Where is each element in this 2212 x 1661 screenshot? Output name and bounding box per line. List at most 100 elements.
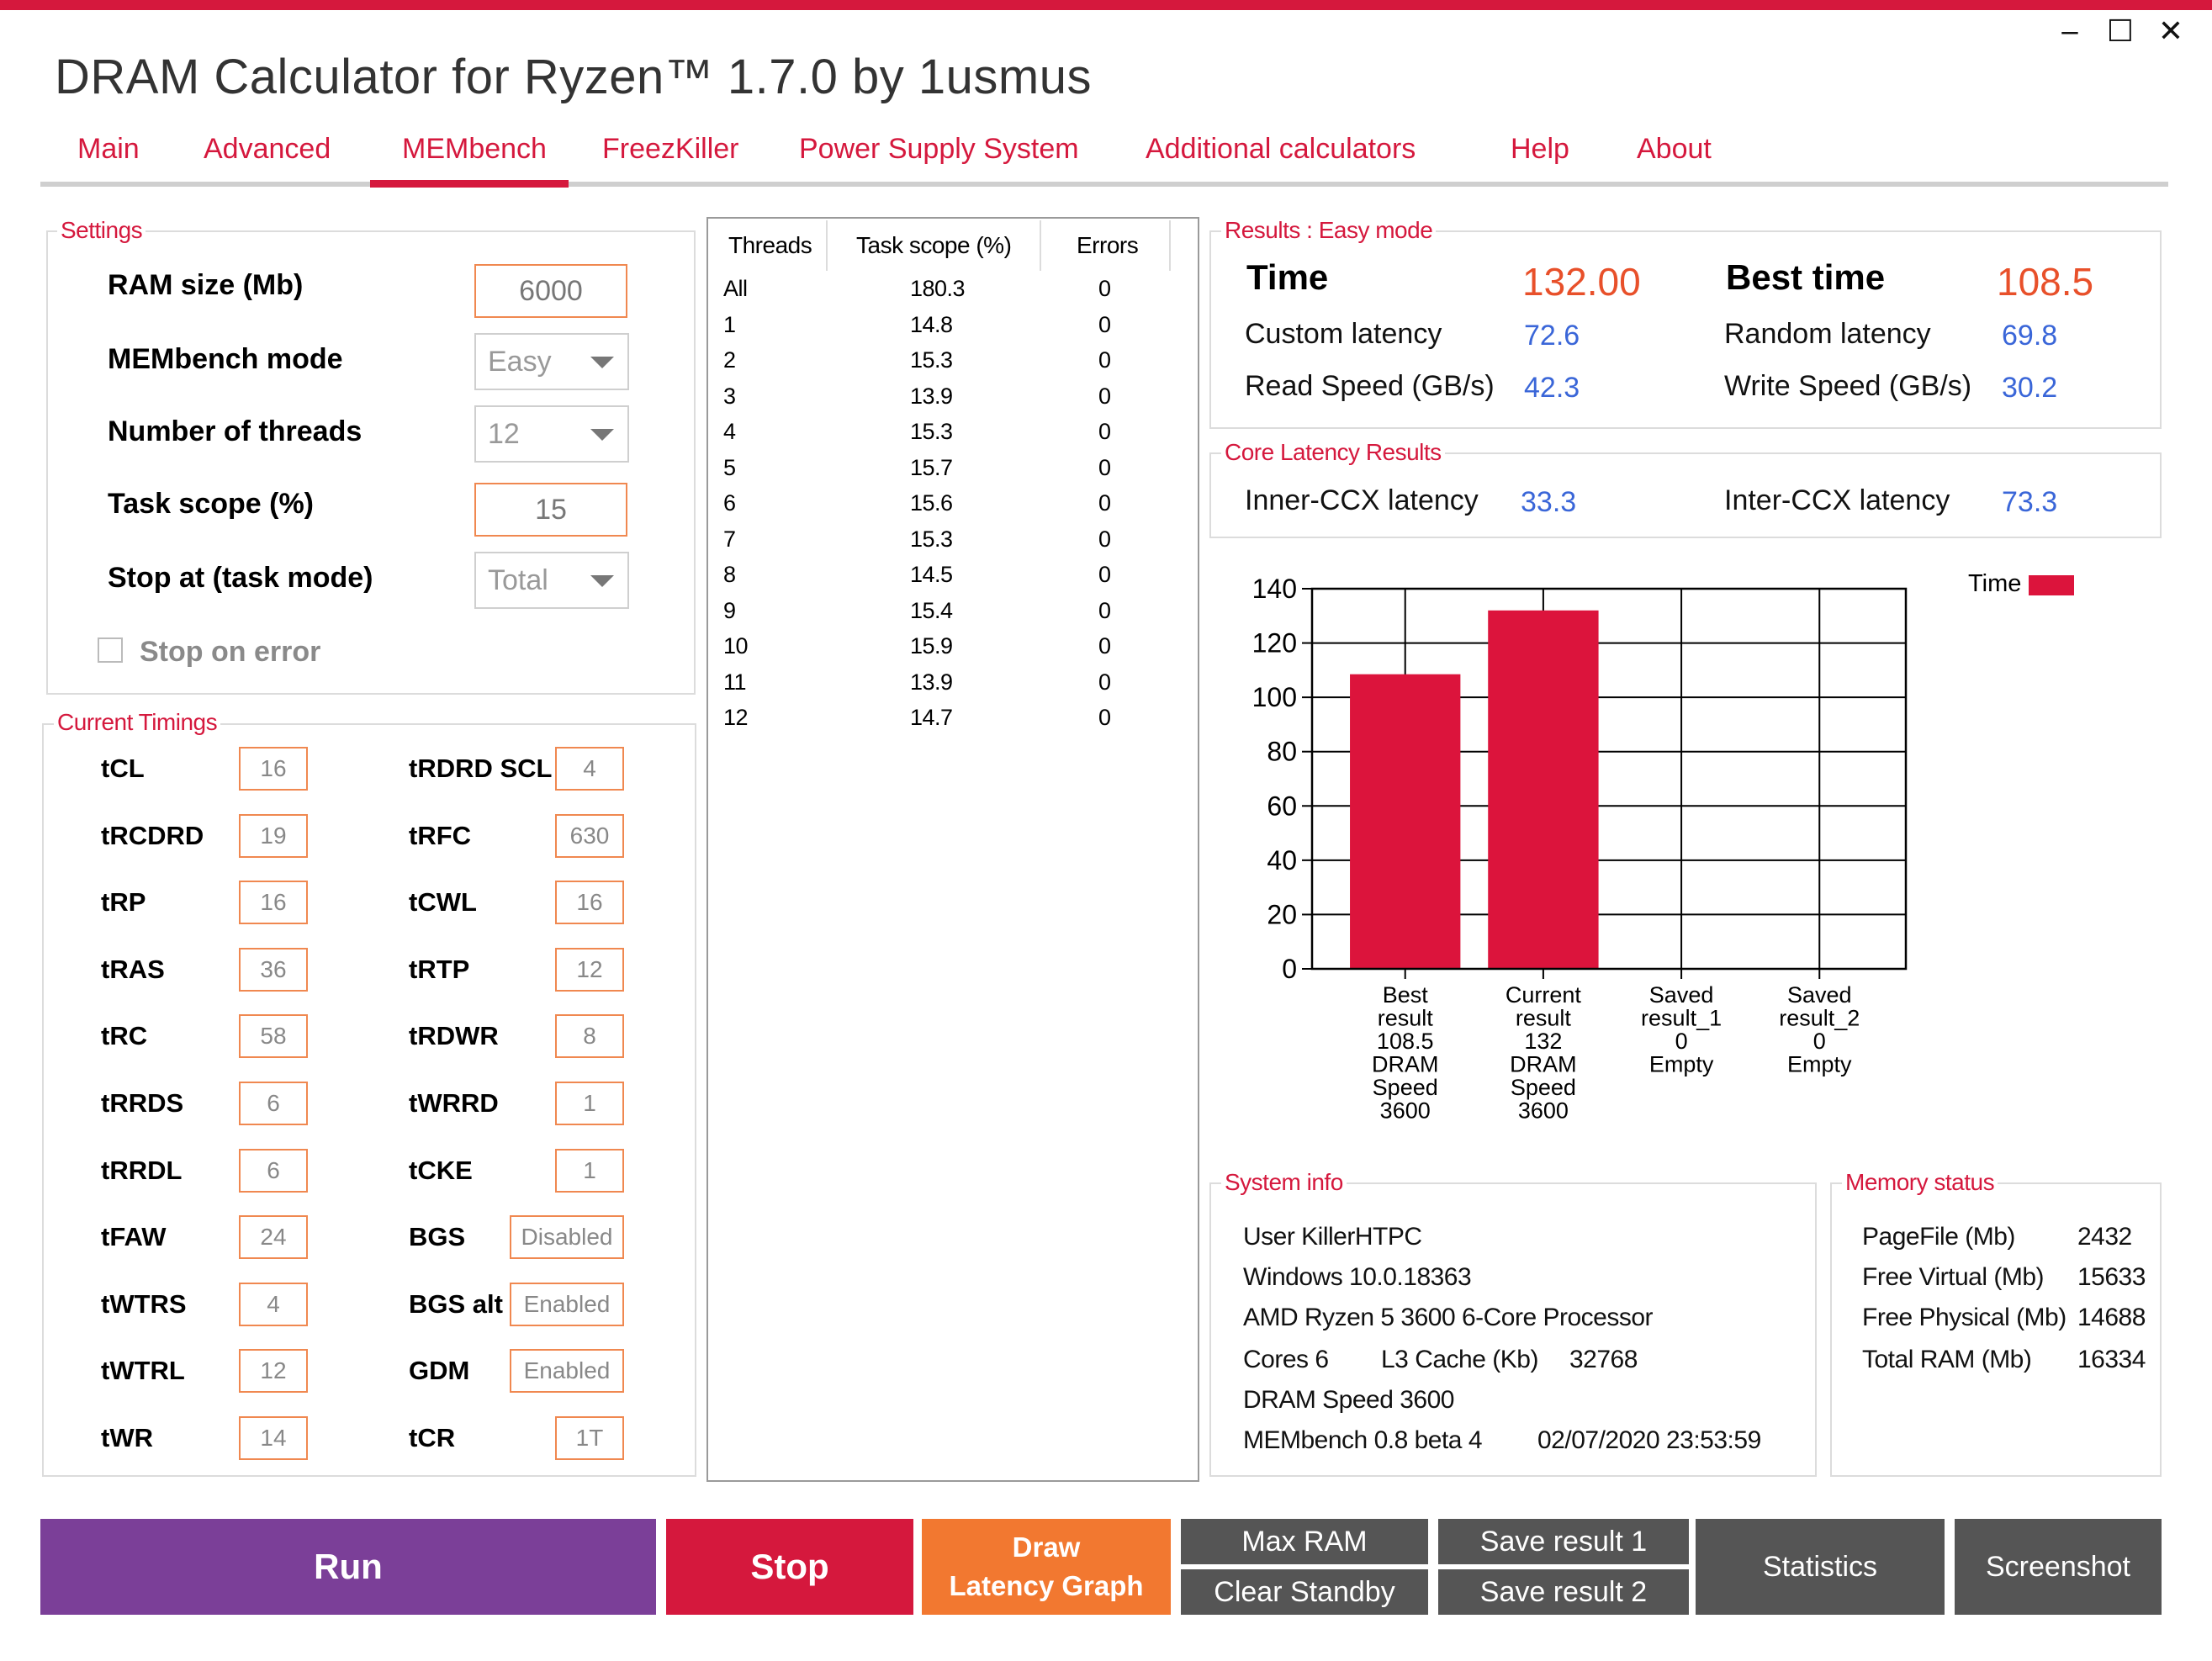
timing-value[interactable]: 24 [239,1215,308,1259]
cell-thread: 6 [723,490,736,516]
table-row[interactable] [708,455,1198,489]
table-row[interactable] [708,598,1198,632]
timing-value[interactable]: Enabled [510,1283,624,1326]
table-row[interactable] [708,347,1198,381]
x-tick-label: DRAM [1510,1052,1577,1077]
table-row[interactable] [708,562,1198,595]
timing-label: tRTP [409,955,470,984]
table-row[interactable] [708,669,1198,703]
write-speed-label: Write Speed (GB/s) [1724,370,1972,402]
tab-about[interactable]: About [1637,133,1712,165]
table-row[interactable] [708,526,1198,560]
total-ram-label: Total RAM (Mb) [1862,1346,2032,1373]
save-result-2-button[interactable]: Save result 2 [1438,1569,1689,1615]
maximize-button[interactable]: ☐ [2099,15,2141,49]
core-latency-legend: Core Latency Results [1221,439,1445,466]
column-header-errors[interactable]: Errors [1077,232,1139,258]
tab-additional-calculators[interactable]: Additional calculators [1146,133,1416,165]
timing-value[interactable]: 6 [239,1082,308,1125]
column-header-task-scope[interactable]: Task scope (%) [856,232,1012,258]
x-tick-label: Speed [1373,1075,1438,1100]
timing-value[interactable]: Enabled [510,1349,624,1393]
x-tick-label: Saved [1649,982,1714,1008]
column-header-threads[interactable]: Threads [728,232,812,258]
cell-errors: 0 [1098,598,1111,623]
stop-at-select[interactable]: Total [474,552,629,609]
run-button[interactable]: Run [40,1519,656,1615]
time-label: Time [1246,257,1329,297]
timing-value[interactable]: Disabled [510,1215,624,1259]
ram-size-label: RAM size (Mb) [108,269,304,301]
close-button[interactable]: ✕ [2150,15,2192,49]
tab-help[interactable]: Help [1511,133,1569,165]
timing-value[interactable]: 4 [239,1283,308,1326]
timing-value[interactable]: 1 [555,1082,624,1125]
table-row[interactable] [708,312,1198,346]
results-group [1209,230,2162,429]
chart-axes [1310,587,1908,979]
timing-value[interactable]: 58 [239,1014,308,1058]
timing-label: tCL [101,754,145,783]
chart-x-labels: Bestresult108.5DRAMSpeed3600Currentresul… [1372,982,1860,1124]
active-tab-indicator [370,180,569,188]
timing-value[interactable]: 12 [555,948,624,992]
task-scope-input[interactable]: 15 [474,483,627,537]
membench-mode-select[interactable]: Easy [474,333,629,390]
statistics-button[interactable]: Statistics [1696,1519,1945,1615]
table-row[interactable] [708,490,1198,524]
table-row[interactable] [708,633,1198,667]
tab-freezkiller[interactable]: FreezKiller [602,133,739,165]
timing-value[interactable]: 14 [239,1416,308,1460]
timing-value[interactable]: 1 [555,1149,624,1193]
timing-value[interactable]: 12 [239,1349,308,1393]
x-tick-label: Current [1506,982,1582,1008]
tab-main[interactable]: Main [77,133,140,165]
table-row[interactable] [708,384,1198,417]
timing-value[interactable]: 16 [555,881,624,924]
timing-value[interactable]: 8 [555,1014,624,1058]
system-info-group [1209,1182,1817,1477]
maximize-icon: ☐ [2106,14,2135,49]
table-row[interactable] [708,419,1198,452]
clear-standby-button[interactable]: Clear Standby [1181,1569,1428,1615]
cell-errors: 0 [1098,312,1111,337]
minimize-icon: ‒ [2060,14,2080,49]
timing-value[interactable]: 630 [555,814,624,858]
timing-value[interactable]: 6 [239,1149,308,1193]
save-result-1-button[interactable]: Save result 1 [1438,1519,1689,1564]
timing-label: tRC [101,1021,148,1050]
timing-value[interactable]: 16 [239,747,308,791]
chart-y-ticks: 0 20 40 60 80 100 120 140 [1252,574,1312,984]
draw-latency-graph-button[interactable]: Draw Latency Graph [922,1519,1171,1615]
window-accent-bar [0,0,2212,10]
current-timings-legend: Current Timings [54,709,221,736]
cell-thread: 8 [723,562,736,587]
number-of-threads-select[interactable]: 12 [474,405,629,463]
free-virtual-value: 15633 [2077,1263,2146,1291]
timing-value[interactable]: 16 [239,881,308,924]
stop-on-error-checkbox[interactable] [98,637,123,663]
timing-value[interactable]: 19 [239,814,308,858]
timing-value[interactable]: 36 [239,948,308,992]
x-tick-label: 132 [1524,1029,1562,1054]
tab-membench[interactable]: MEMbench [402,133,547,165]
results-legend: Results : Easy mode [1221,217,1437,244]
stop-button[interactable]: Stop [666,1519,913,1615]
tab-advanced[interactable]: Advanced [204,133,331,165]
y-tick-label: 60 [1267,791,1297,821]
max-ram-button[interactable]: Max RAM [1181,1519,1428,1564]
y-tick-label: 80 [1267,737,1297,767]
x-tick-label: Empty [1787,1052,1852,1077]
timing-value[interactable]: 4 [555,747,624,791]
free-physical-value: 14688 [2077,1304,2146,1331]
tab-power-supply-system[interactable]: Power Supply System [799,133,1079,165]
minimize-button[interactable]: ‒ [2049,15,2091,49]
chart-plot-frame [1310,587,1908,971]
screenshot-button[interactable]: Screenshot [1955,1519,2162,1615]
cell-task-scope: 180.3 [910,276,966,301]
x-tick-label: result [1516,1006,1572,1031]
table-row[interactable] [708,705,1198,738]
timing-value[interactable]: 1T [555,1416,624,1460]
ram-size-input[interactable]: 6000 [474,264,627,318]
